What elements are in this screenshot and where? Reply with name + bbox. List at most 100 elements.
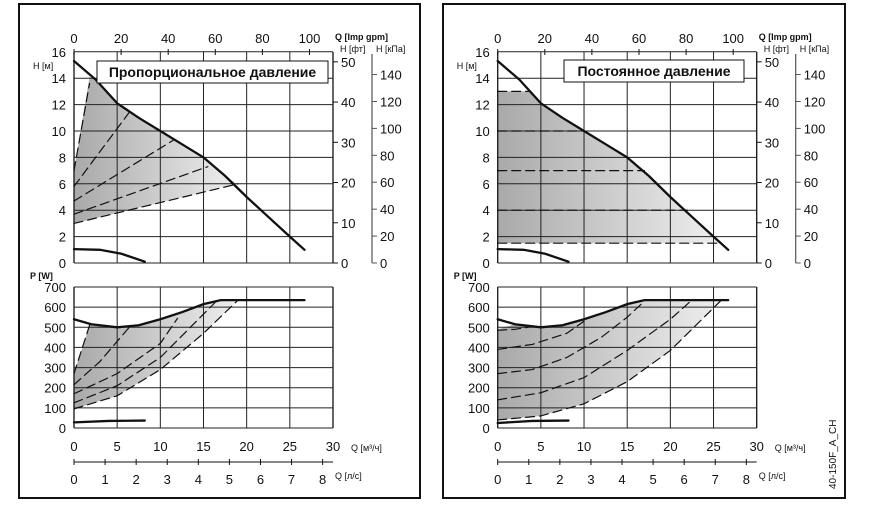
p-tick-label: 200 <box>468 381 490 396</box>
h-ft-tick-label: 40 <box>765 95 779 110</box>
p-tick-label: 600 <box>44 300 66 315</box>
control-curve-dashed <box>73 166 209 215</box>
p-tick-label: 300 <box>468 361 490 376</box>
min-curve <box>72 247 146 263</box>
h-kpa-tick-label: 120 <box>804 94 826 109</box>
h-ft-tick-label: 0 <box>341 256 348 271</box>
h-m-tick-label: 14 <box>52 71 66 86</box>
h-kpa-tick-label: 60 <box>380 175 394 190</box>
q-ls-tick-label: 3 <box>587 472 594 487</box>
h-ft-tick-label: 10 <box>765 216 779 231</box>
control-curve-dashed <box>73 317 179 395</box>
h-ft-tick-label: 50 <box>765 55 779 70</box>
imp-gpm-tick-label: 20 <box>114 31 128 46</box>
operating-range-area <box>497 300 721 420</box>
q-ls-tick-label: 5 <box>649 472 656 487</box>
imp-gpm-tick-label: 80 <box>255 31 269 46</box>
p-tick-label: 100 <box>44 401 66 416</box>
q-ls-tick-label: 8 <box>743 472 750 487</box>
h-m-tick-label: 12 <box>52 98 66 113</box>
control-curve-dashed <box>73 139 174 202</box>
imp-gpm-axis-label: Q [Imp gpm] <box>759 32 812 42</box>
q-m3h-tick-label: 5 <box>114 439 121 454</box>
h-ft-tick-label: 30 <box>341 135 355 150</box>
h-kpa-tick-label: 140 <box>804 68 826 83</box>
min-curve <box>496 247 570 263</box>
h-kpa-tick-label: 120 <box>380 94 402 109</box>
h-m-tick-label: 4 <box>59 203 66 218</box>
q-m3h-tick-label: 30 <box>749 439 763 454</box>
p-tick-label: 400 <box>44 340 66 355</box>
control-curve-dashed <box>73 300 218 404</box>
h-kpa-tick-label: 0 <box>804 256 811 271</box>
head-chart <box>496 51 758 264</box>
h-kpa-tick-label: 80 <box>380 148 394 163</box>
h-m-tick-label: 10 <box>475 124 489 139</box>
imp-gpm-tick-label: 40 <box>161 31 175 46</box>
h-ft-tick-label: 50 <box>341 55 355 70</box>
imp-gpm-tick-label: 80 <box>679 31 693 46</box>
imp-gpm-tick-label: 40 <box>585 31 599 46</box>
q-m3h-tick-label: 0 <box>494 439 501 454</box>
p-tick-label: 500 <box>44 320 66 335</box>
h-m-tick-label: 16 <box>475 45 489 60</box>
q-ls-axis-label: Q [л/с] <box>759 471 786 481</box>
h-kpa-tick-label: 140 <box>380 68 402 83</box>
h-kpa-axis-label: H [кПа] <box>376 44 405 54</box>
panel-border <box>442 3 846 499</box>
h-ft-tick-label: 30 <box>765 135 779 150</box>
p-tick-label: 600 <box>468 300 490 315</box>
min-curve <box>72 419 146 424</box>
q-m3h-axis-label: Q [м³/ч] <box>351 443 382 453</box>
q-ls-axis-label: Q [л/с] <box>335 471 362 481</box>
h-m-tick-label: 6 <box>59 177 66 192</box>
power-chart <box>496 286 758 429</box>
h-m-axis-label: H [м] <box>457 61 477 71</box>
head-chart <box>72 51 334 264</box>
max-curve <box>496 59 730 251</box>
q-ls-tick-label: 3 <box>164 472 171 487</box>
q-ls-tick-label: 4 <box>195 472 202 487</box>
operating-range-area <box>74 76 239 224</box>
h-ft-axis-label: H [фт] <box>340 44 365 54</box>
h-kpa-tick-label: 100 <box>804 121 826 136</box>
h-m-tick-label: 14 <box>475 71 489 86</box>
panel-border <box>18 3 421 499</box>
q-ls-tick-label: 6 <box>681 472 688 487</box>
mode-title: Пропорциональное давление <box>109 64 317 80</box>
h-m-tick-label: 12 <box>475 98 489 113</box>
q-m3h-tick-label: 25 <box>706 439 720 454</box>
h-kpa-tick-label: 100 <box>380 121 402 136</box>
control-curve-dashed <box>73 299 239 410</box>
imp-gpm-tick-label: 60 <box>208 31 222 46</box>
h-ft-tick-label: 0 <box>765 256 772 271</box>
control-curve-dashed <box>497 299 693 401</box>
imp-gpm-axis-label: Q [Imp gpm] <box>335 32 388 42</box>
p-tick-label: 200 <box>44 381 66 396</box>
p-axis-label: P [W] <box>30 271 53 281</box>
h-ft-tick-label: 20 <box>765 176 779 191</box>
p-tick-label: 0 <box>59 421 66 436</box>
q-ls-tick-label: 0 <box>70 472 77 487</box>
imp-gpm-tick-label: 20 <box>538 31 552 46</box>
q-m3h-tick-label: 10 <box>577 439 591 454</box>
max-curve <box>72 59 306 251</box>
min-curve <box>496 419 570 425</box>
control-curve-dashed <box>497 320 585 351</box>
h-ft-tick-label: 40 <box>341 95 355 110</box>
panel-proportional: Пропорциональное давление0246810121416H … <box>18 3 421 499</box>
h-kpa-tick-label: 20 <box>380 229 394 244</box>
h-ft-tick-label: 10 <box>341 216 355 231</box>
q-m3h-tick-label: 25 <box>283 439 297 454</box>
h-kpa-tick-label: 20 <box>804 229 818 244</box>
control-curve-dashed <box>73 324 91 375</box>
h-m-tick-label: 0 <box>482 256 489 271</box>
control-curve-dashed <box>73 110 131 188</box>
imp-gpm-tick-label: 100 <box>299 31 321 46</box>
q-m3h-tick-label: 15 <box>620 439 634 454</box>
max-curve <box>496 298 730 329</box>
p-tick-label: 0 <box>482 421 489 436</box>
h-m-tick-label: 6 <box>482 177 489 192</box>
